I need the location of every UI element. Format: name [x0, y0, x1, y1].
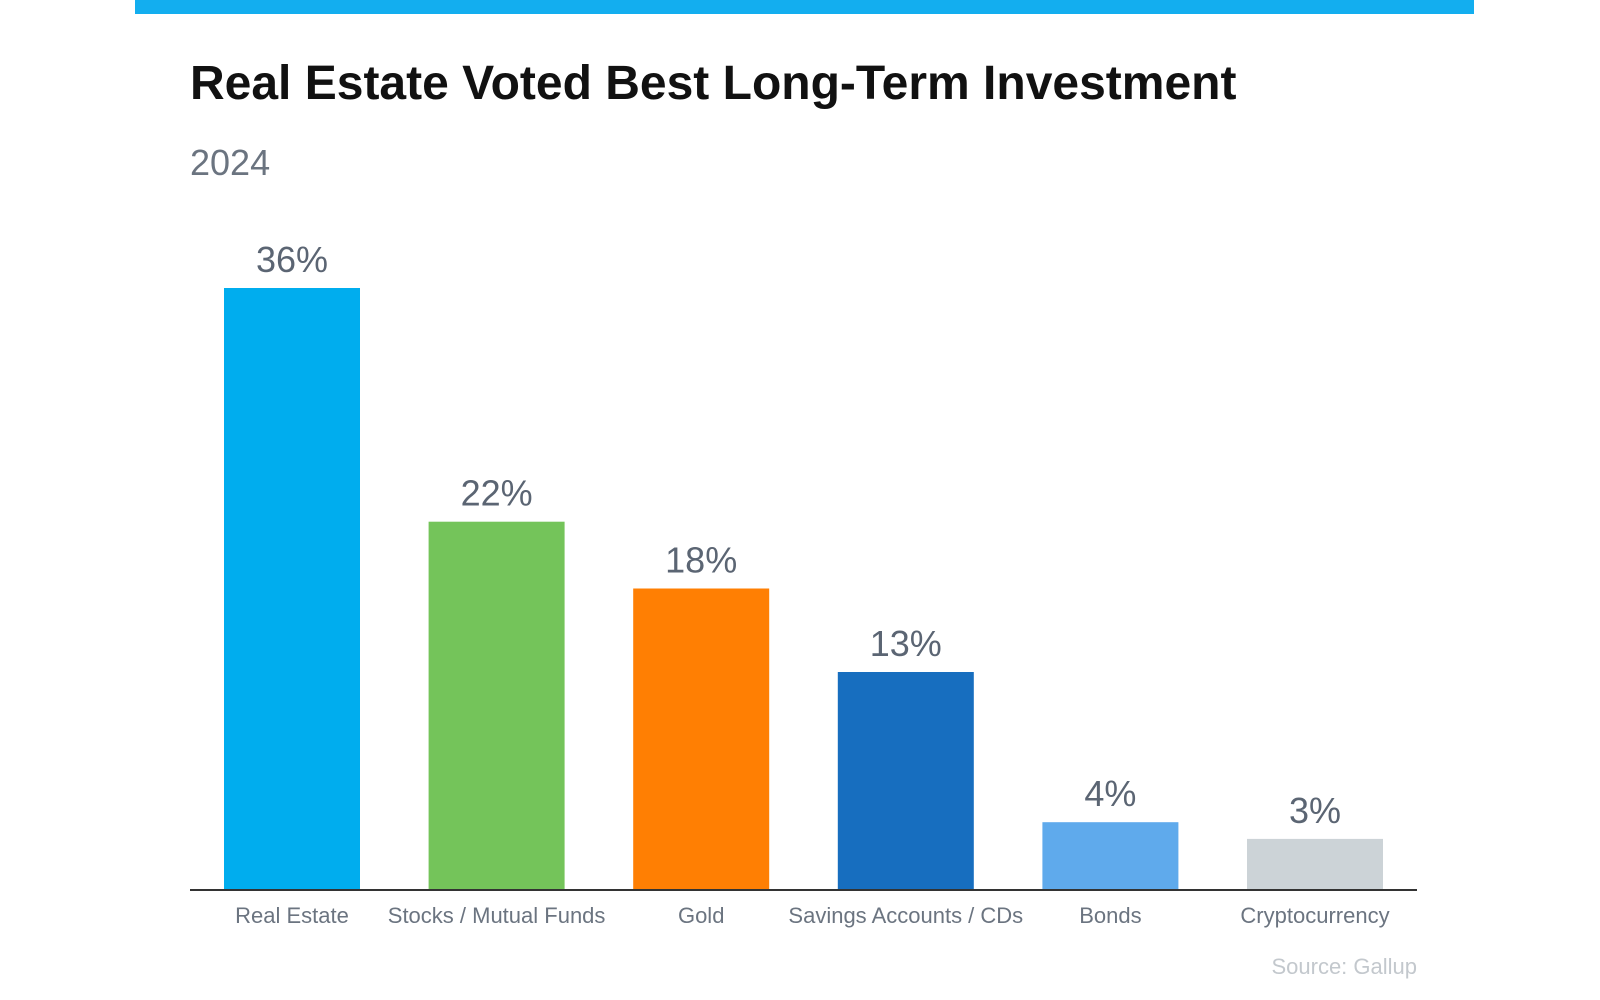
- value-label-3: 13%: [870, 623, 942, 664]
- category-label-3: Savings Accounts / CDs: [788, 903, 1023, 928]
- bar-0: [224, 288, 360, 889]
- category-label-5: Cryptocurrency: [1240, 903, 1389, 928]
- value-label-4: 4%: [1084, 773, 1136, 814]
- bar-4: [1042, 822, 1179, 889]
- value-label-0: 36%: [256, 239, 328, 280]
- chart-title: Real Estate Voted Best Long-Term Investm…: [190, 57, 1237, 110]
- bar-5: [1247, 838, 1383, 889]
- bar-2: [633, 588, 770, 889]
- value-label-2: 18%: [665, 540, 737, 581]
- top-accent-bar: [135, 0, 1474, 14]
- value-label-5: 3%: [1289, 790, 1341, 831]
- category-label-4: Bonds: [1079, 903, 1141, 928]
- source-note: Source: Gallup: [1271, 954, 1417, 979]
- chart-subtitle: 2024: [190, 142, 271, 183]
- bar-1: [428, 521, 565, 889]
- category-label-1: Stocks / Mutual Funds: [388, 903, 606, 928]
- value-label-1: 22%: [461, 473, 533, 514]
- bar-3: [837, 672, 974, 889]
- category-label-2: Gold: [678, 903, 724, 928]
- category-label-0: Real Estate: [235, 903, 349, 928]
